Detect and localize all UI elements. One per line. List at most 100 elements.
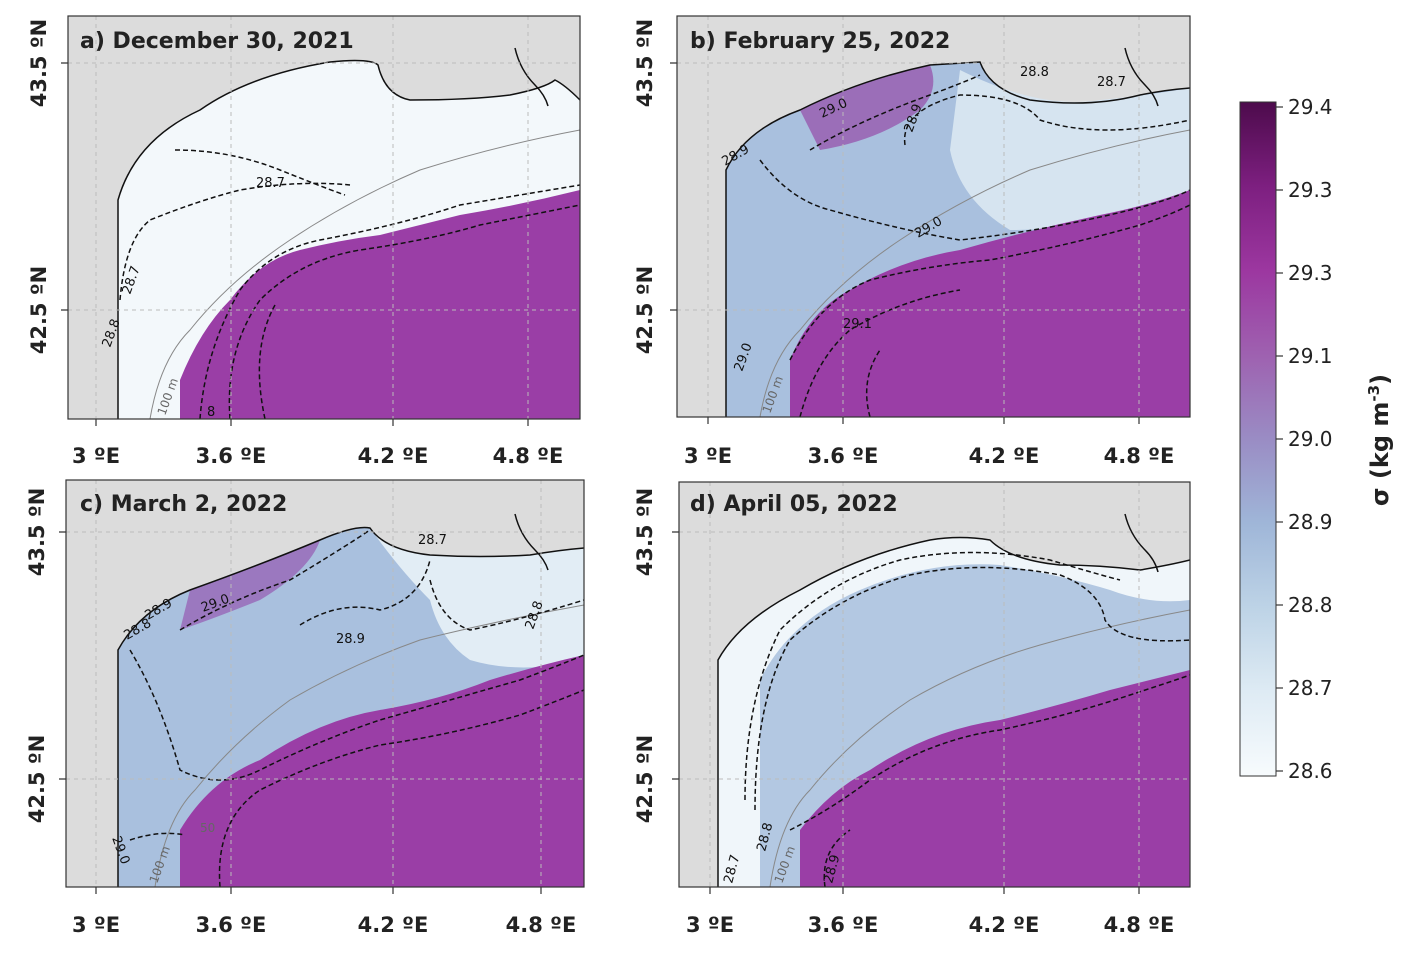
contour-label: 28.7 — [721, 853, 743, 885]
x-tick-label: 4.8 ºE — [506, 913, 577, 937]
contour-label: 29.1 — [843, 317, 872, 332]
x-tick-label: 3 ºE — [72, 913, 120, 937]
x-tick-label: 4.8 ºE — [1104, 913, 1175, 937]
y-tick-label: 42.5 ºN — [633, 266, 657, 355]
x-axis-panel-c: 3 ºE 3.6 ºE 4.2 ºE 4.8 ºE — [72, 887, 576, 937]
panel-d: 28.7 28.8 28.9 100 m — [679, 482, 1190, 887]
dense-water — [180, 190, 580, 419]
x-tick-label: 4.8 ºE — [1104, 444, 1175, 468]
coastline — [117, 526, 584, 887]
y-axis-panel-b: 43.5 ºN 42.5 ºN — [633, 19, 677, 355]
contour-line — [799, 289, 961, 417]
colorbar-tick-label: 28.7 — [1288, 676, 1333, 700]
colorbar-ticks: 29.4 29.3 29.3 29.1 29.0 28.9 28.8 28.7 28.6 — [1276, 95, 1333, 783]
colorbar-title: σ (kg m-3) — [1365, 374, 1394, 506]
isobath-line — [759, 129, 1190, 417]
colorbar-tick-label: 29.3 — [1288, 178, 1333, 202]
contour-line — [119, 182, 351, 301]
river — [514, 47, 549, 107]
panel-a: 28.7 28.7 28.8 8 100 m — [68, 16, 580, 419]
panel-frame — [678, 481, 1191, 888]
contour-line — [299, 559, 431, 626]
contour-line — [174, 149, 346, 196]
panel-b: 28.8 28.7 29.0 28.9 28.9 29.0 29.1 29.0 … — [677, 16, 1190, 417]
contour-line — [179, 529, 371, 631]
y-tick-label: 42.5 ºN — [25, 735, 49, 824]
contour-line — [199, 184, 580, 419]
contour-label: 28.7 — [1097, 75, 1126, 90]
dense-water — [800, 65, 934, 150]
contour-label: 28.9 — [821, 853, 843, 885]
y-tick-label: 43.5 ºN — [633, 488, 657, 577]
x-tick-label: 4.2 ºE — [969, 444, 1040, 468]
x-tick-label: 3 ºE — [684, 444, 732, 468]
river — [1124, 47, 1159, 107]
grid-line — [68, 16, 580, 419]
coastline — [117, 59, 580, 419]
panel-frame — [65, 479, 585, 888]
contour-label: 28.7 — [256, 176, 285, 191]
river — [514, 513, 549, 571]
x-tick-label: 4.2 ºE — [969, 913, 1040, 937]
contour-line — [903, 94, 1190, 146]
colorbar-tick-label: 29.3 — [1288, 261, 1333, 285]
contour-line — [823, 829, 851, 887]
contour-line — [218, 689, 584, 887]
y-tick-label: 43.5 ºN — [633, 19, 657, 108]
x-tick-label: 3.6 ºE — [196, 913, 267, 937]
x-tick-label: 3.6 ºE — [196, 444, 267, 468]
contour-line — [789, 674, 1190, 831]
colorbar-gradient — [1239, 101, 1277, 777]
panel-title: b) February 25, 2022 — [690, 29, 950, 54]
x-tick-label: 4.8 ºE — [493, 444, 564, 468]
panel-title: a) December 30, 2021 — [80, 29, 354, 54]
y-axis-panel-d: 43.5 ºN 42.5 ºN — [633, 488, 679, 823]
dense-water — [790, 190, 1190, 417]
light-water — [950, 70, 1190, 230]
river — [1124, 513, 1159, 573]
y-tick-label: 43.5 ºN — [27, 19, 51, 108]
dense-water — [180, 655, 584, 887]
dense-water — [180, 540, 320, 630]
x-axis-panel-d: 3 ºE 3.6 ºE 4.2 ºE 4.8 ºE — [686, 887, 1174, 937]
contour-line — [789, 204, 1190, 361]
contour-line — [865, 349, 881, 417]
contour-line — [759, 159, 1190, 241]
x-tick-label: 3.6 ºE — [808, 913, 879, 937]
y-axis-panel-a: 43.5 ºN 42.5 ºN — [27, 19, 68, 355]
isobath-line — [149, 129, 580, 419]
contour-line — [129, 832, 186, 841]
x-tick-label: 3.6 ºE — [808, 444, 879, 468]
x-tick-label: 3 ºE — [72, 444, 120, 468]
colorbar: 29.4 29.3 29.3 29.1 29.0 28.9 28.8 28.7 28.6 σ (… — [1239, 95, 1394, 783]
panel-frame — [67, 15, 581, 420]
contour-line — [129, 649, 584, 781]
panel-c: 28.7 28.8 28.9 29.0 28.8 28.9 29.0 100 m… — [66, 480, 584, 887]
grid-line — [677, 16, 1190, 417]
x-axis-panel-b: 3 ºE 3.6 ºE 4.2 ºE 4.8 ºE — [684, 417, 1174, 468]
contour-label: 28.8 — [754, 821, 776, 853]
x-axis-panel-a: 3 ºE 3.6 ºE 4.2 ºE 4.8 ºE — [72, 419, 563, 468]
colorbar-tick-label: 28.9 — [1288, 510, 1333, 534]
x-tick-label: 4.2 ºE — [358, 913, 429, 937]
coastline — [725, 61, 1190, 417]
grid-line — [679, 482, 1190, 887]
colorbar-tick-label: 29.1 — [1288, 344, 1333, 368]
contour-line — [258, 304, 276, 419]
y-tick-label: 42.5 ºN — [27, 266, 51, 355]
isobath-line — [154, 604, 584, 887]
isobath-line — [769, 609, 1190, 887]
panel-title: d) April 05, 2022 — [690, 492, 898, 517]
grid-line — [66, 480, 584, 887]
contour-line — [809, 74, 981, 151]
colorbar-tick-label: 28.6 — [1288, 759, 1333, 783]
y-tick-label: 43.5 ºN — [25, 488, 49, 577]
contour-line — [754, 566, 1190, 811]
coastline — [717, 536, 1190, 887]
contour-label: 28.7 — [418, 533, 447, 548]
y-axis-panel-c: 43.5 ºN 42.5 ºN — [25, 488, 66, 824]
x-tick-label: 3 ºE — [686, 913, 734, 937]
panel-title: c) March 2, 2022 — [80, 492, 287, 517]
contour-line — [228, 204, 580, 419]
